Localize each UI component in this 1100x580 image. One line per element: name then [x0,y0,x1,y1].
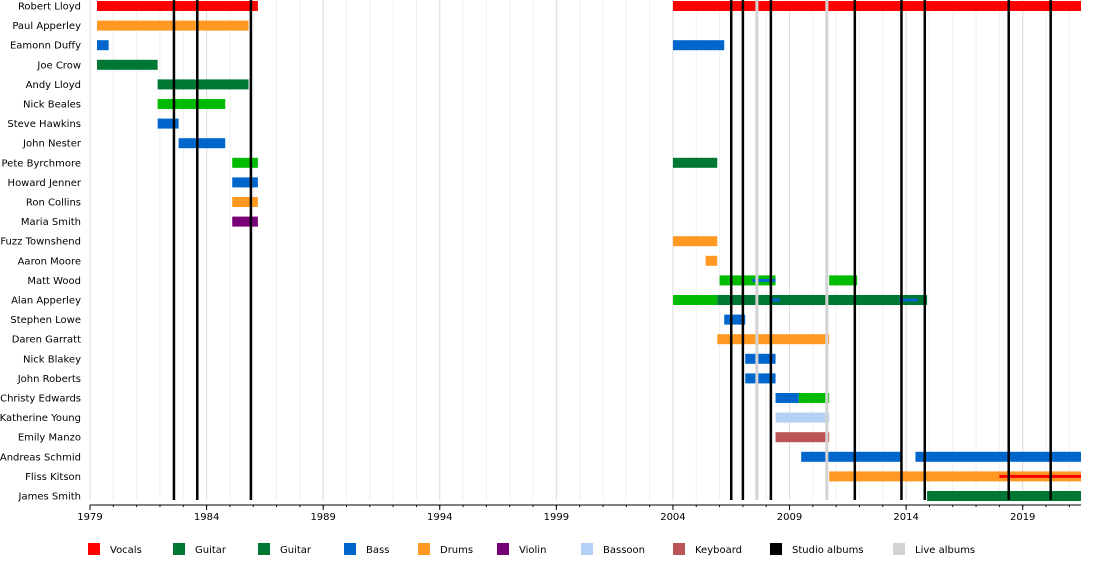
secondary-role-bar [899,298,918,302]
x-tick-label: 1999 [544,512,569,523]
membership-bar [232,197,258,207]
membership-bar [232,216,258,227]
legend-label: Drums [440,545,473,556]
membership-bar [178,138,226,149]
membership-bar [927,491,1081,501]
legend-label: Bassoon [603,545,645,556]
legend-swatch [173,543,185,555]
album-lines [172,0,1052,500]
membership-bar [672,236,718,247]
major-grid [89,0,1024,500]
membership-bar [96,40,109,51]
minor-grid [89,0,1070,500]
x-tick-label: 1994 [427,512,452,523]
membership-bar [775,432,830,443]
membership-bar [96,59,158,70]
legend-label: Vocals [110,545,142,556]
membership-bar [157,79,249,90]
legend-swatch [770,543,782,555]
membership-bar [775,393,799,403]
membership-bar [745,353,776,364]
legend-label: Violin [519,545,546,556]
legend-label: Bass [366,545,389,556]
legend-swatch [893,543,905,555]
member-name: Eamonn Duffy [10,41,81,52]
member-name: Nick Beales [23,100,81,111]
legend-swatch [581,543,593,555]
x-tick-label: 2009 [777,512,802,523]
secondary-role-bar [770,298,781,302]
membership-bar [724,314,746,325]
legend-label: Guitar [280,545,312,556]
membership-bars [96,1,1081,501]
legend-swatch [418,543,430,555]
membership-bar [672,295,718,305]
legend: Vocals Guitar Guitar Bass Drums Violin Bassoon… [88,543,975,556]
x-tick-label: 2014 [893,512,918,523]
member-name: Paul Apperley [12,21,81,32]
legend-label: Studio albums [792,545,864,556]
membership-bar [745,373,776,384]
legend-swatch [258,543,270,555]
x-tick-label: 2019 [1010,512,1035,523]
member-name: Ron Collins [26,198,81,209]
legend-swatch [344,543,356,555]
membership-bar [672,1,1081,11]
member-name: Emily Manzo [18,433,81,444]
membership-bar [915,451,1081,462]
secondary-role-bar [999,474,1081,478]
legend-swatch [88,543,100,555]
member-name: Fliss Kitson [25,472,81,483]
member-name: Fuzz Townshend [0,237,81,248]
membership-bar [232,157,258,168]
member-name: Maria Smith [21,217,81,228]
x-axis: 1979 1984 1989 1994 1999 2004 2009 2014 2019 [77,504,1081,523]
x-tick-label: 2004 [660,512,685,523]
legend-label: Live albums [915,545,975,556]
legend-label: Keyboard [695,545,742,556]
member-name: Howard Jenner [8,178,82,189]
membership-bar [829,471,1081,482]
x-tick-label: 1979 [77,512,102,523]
legend-swatch [497,543,509,555]
membership-bar [705,255,718,266]
membership-bar [798,393,830,403]
member-name: Steve Hawkins [7,119,81,130]
member-name: Andy Lloyd [26,80,81,91]
member-name: Christy Edwards [0,394,81,405]
member-name: John Nester [22,139,82,150]
x-tick-label: 1989 [310,512,335,523]
membership-bar [717,295,928,305]
member-name: Joe Crow [36,60,81,71]
member-name: Nick Blakey [23,354,81,365]
member-name: Robert Lloyd [18,2,81,13]
membership-bar [775,412,830,423]
membership-bar [717,334,830,345]
member-name: Stephen Lowe [10,315,81,326]
membership-bar [672,157,718,168]
member-name: Alan Apperley [11,296,81,307]
membership-bar [829,275,858,286]
membership-bar [232,177,258,188]
member-name: Daren Garratt [12,335,81,346]
member-name: Matt Wood [27,276,81,287]
membership-bar [157,118,179,129]
membership-bar [719,275,776,286]
legend-label: Guitar [195,545,227,556]
member-name: John Roberts [17,374,81,385]
secondary-role-bar [752,278,776,282]
membership-bar [801,451,902,462]
legend-swatch [673,543,685,555]
member-name: Pete Byrchmore [2,158,82,169]
membership-bar [672,40,725,51]
member-name: Aaron Moore [18,256,81,267]
membership-bar [96,1,258,11]
membership-bar [157,99,226,109]
member-labels: Robert Lloyd Paul Apperley Eamonn Duffy Joe… [0,2,82,503]
x-tick-label: 1984 [194,512,219,523]
member-name: Katherine Young [0,413,81,424]
member-name: James Smith [18,492,82,503]
member-name: Andreas Schmid [0,452,81,463]
